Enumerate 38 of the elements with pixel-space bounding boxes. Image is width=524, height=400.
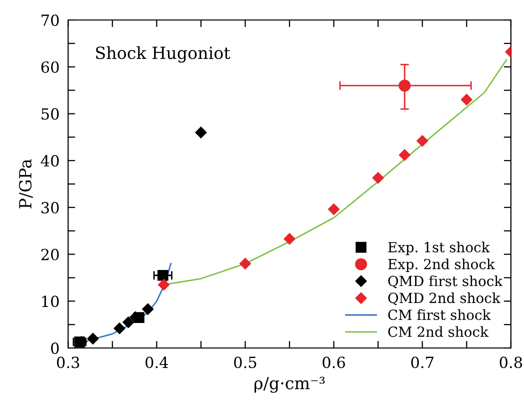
y-tick-label: 70 [42,14,59,26]
x-tick-label: 0.8 [500,356,522,368]
point [398,80,411,92]
point [142,303,154,315]
point [284,233,296,245]
point [114,322,126,334]
point [158,279,170,290]
point [460,94,472,106]
legend-label: QMD 2nd shock [388,292,500,306]
legend-label: Exp. 2nd shock [388,258,495,272]
y-axis-title: P/GPa [18,159,33,208]
legend-label: Exp. 1st shock [388,242,490,256]
x-tick-label: 0.5 [234,356,256,368]
x-axis-title: ρ/g·cm⁻³ [254,376,325,393]
annotation: Shock Hugoniot [96,46,230,63]
point [416,135,428,147]
legend-label: CM first shock [388,309,491,320]
x-tick-label: 0.3 [56,356,80,368]
x-tick-label: 0.7 [411,356,434,368]
point [240,258,251,270]
x-tick-label: 0.4 [146,356,168,368]
y-tick-label: 30 [42,202,59,214]
x-tick-label: 0.6 [322,356,345,368]
y-tick-label: 40 [40,155,59,167]
point [122,316,134,328]
y-tick-label: 60 [41,61,59,73]
point [87,332,99,344]
y-tick-label: 20 [41,248,59,260]
point [328,204,340,216]
point [398,149,410,161]
point [195,126,207,138]
y-tick-label: 0 [51,342,59,354]
point [157,270,168,281]
point [372,172,384,184]
y-tick-label: 50 [42,108,59,120]
legend-label: CM 2nd shock [388,326,489,337]
y-tick-label: 10 [42,296,59,308]
legend-label: QMD first shock [388,275,503,288]
